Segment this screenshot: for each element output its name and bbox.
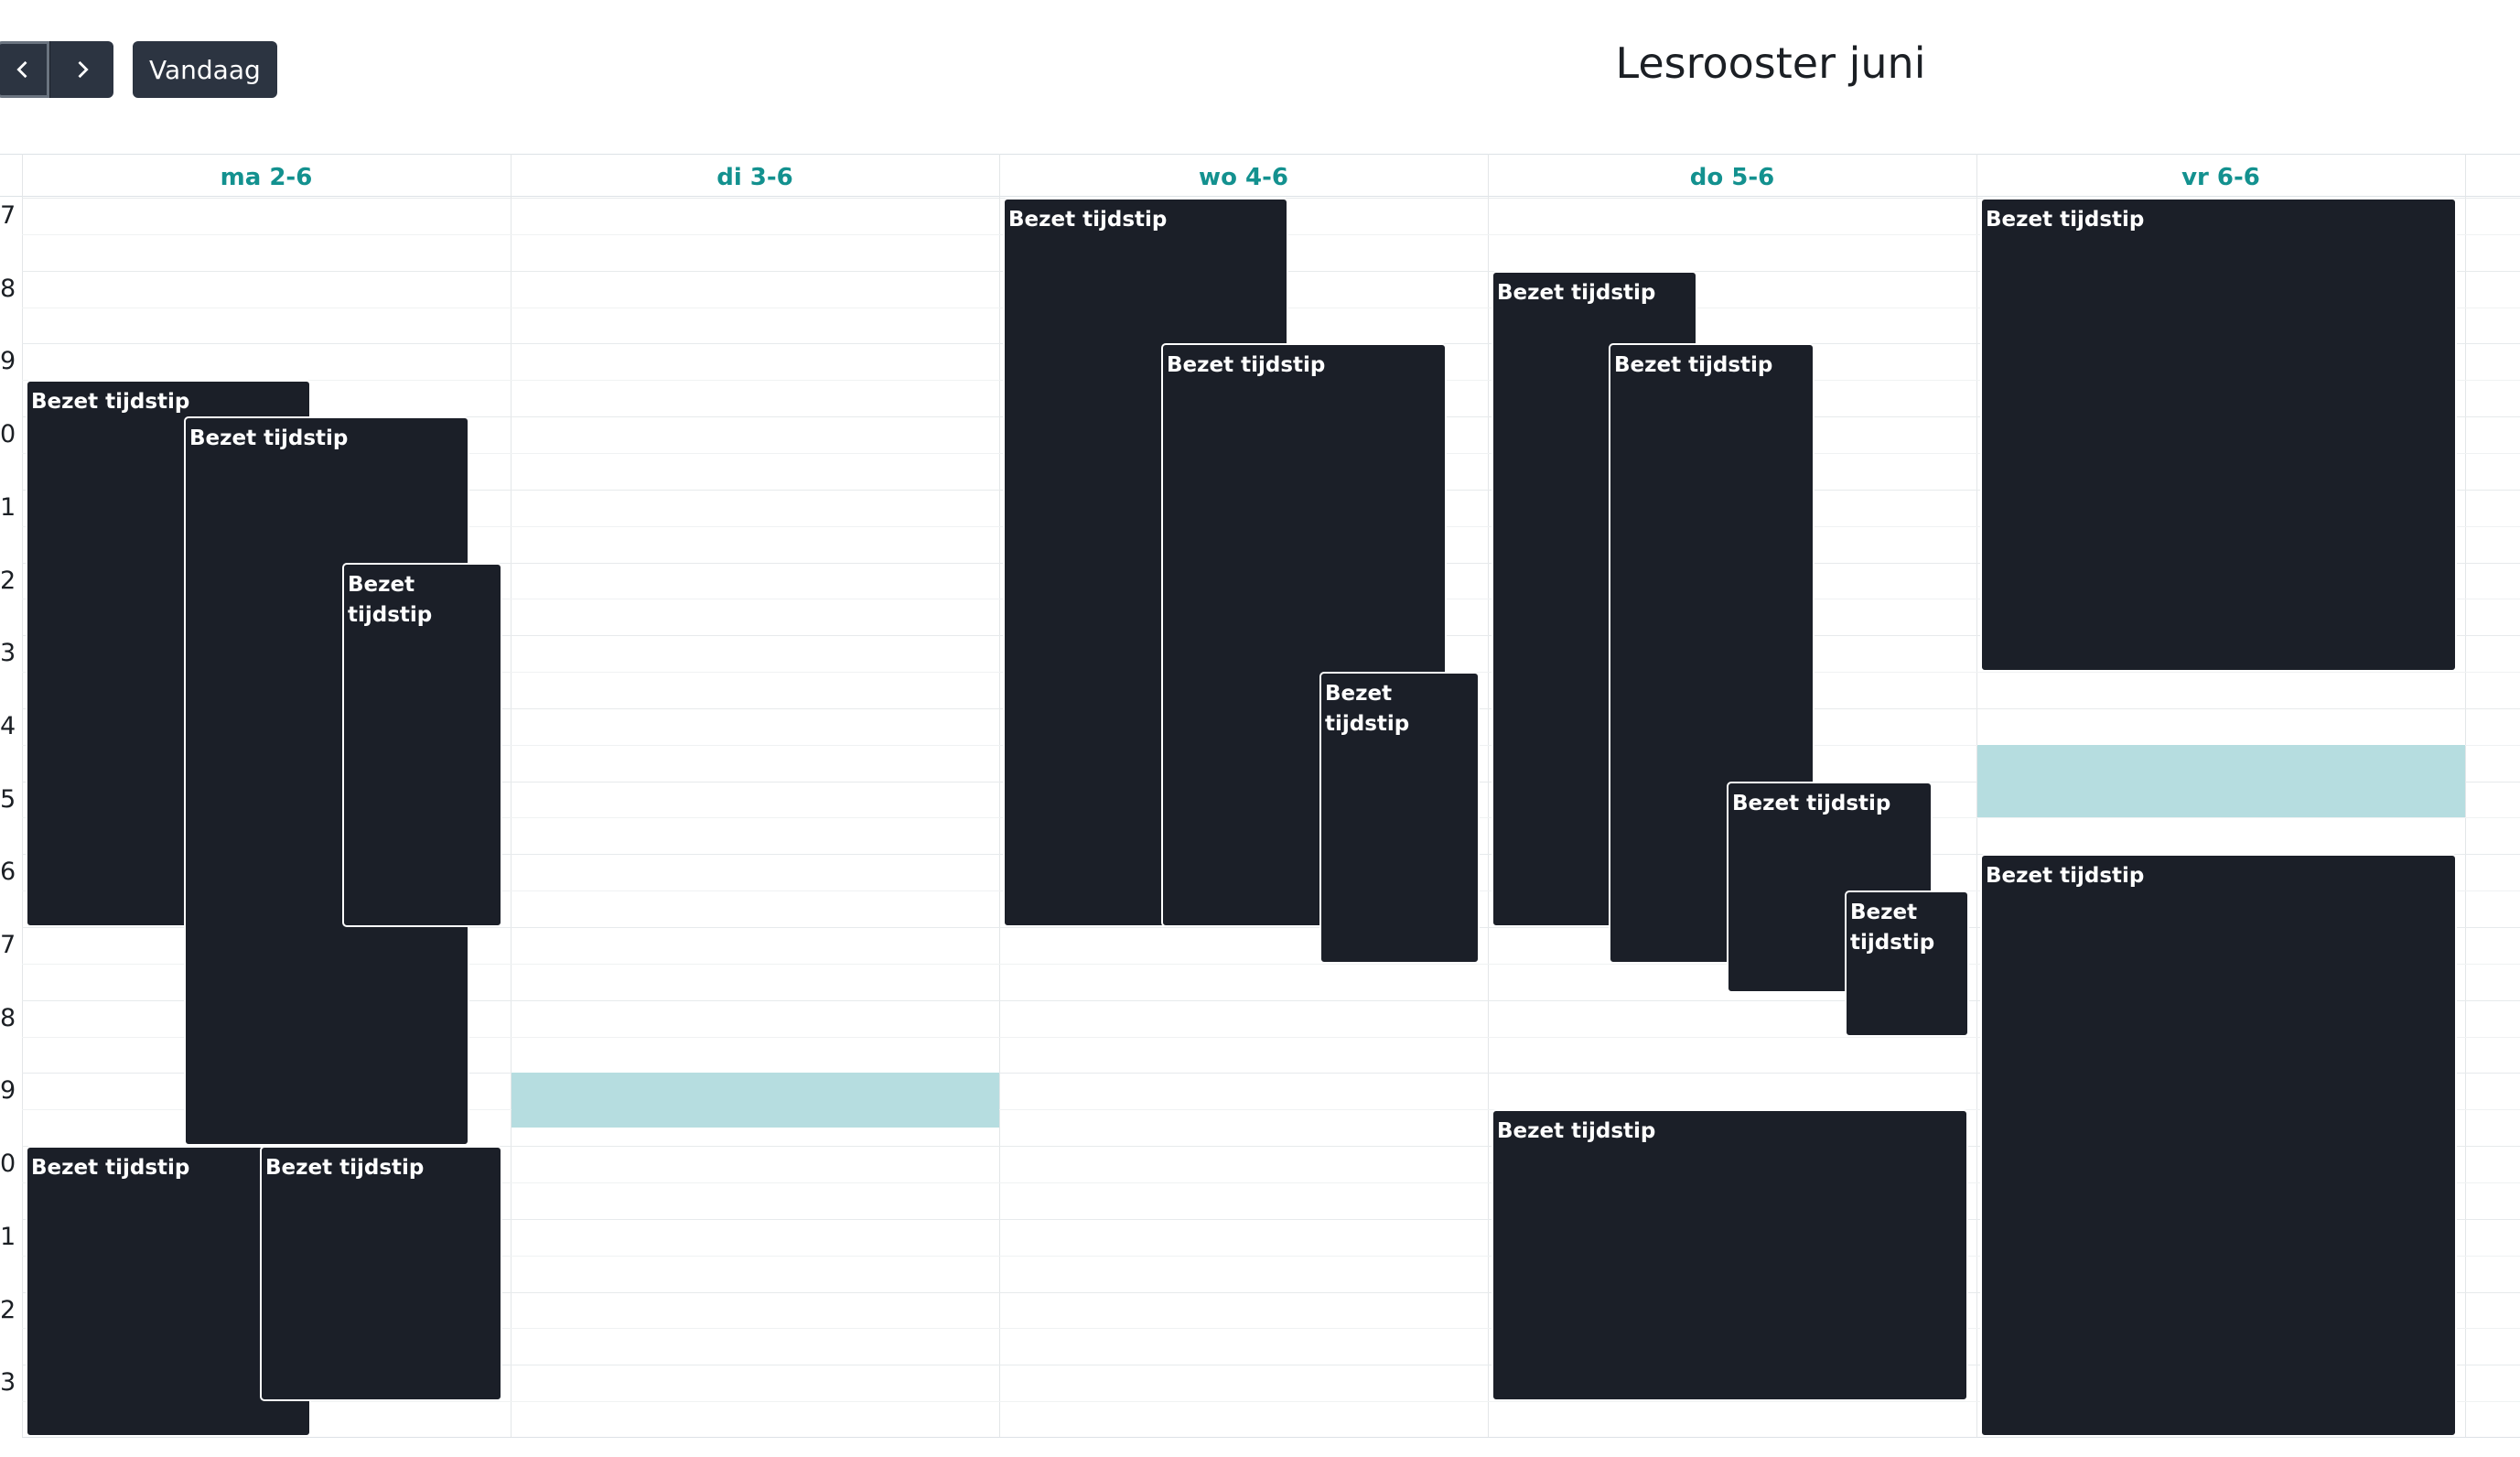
hour-label: 7 — [0, 201, 16, 230]
half-hour-line — [22, 1109, 2520, 1111]
busy-event[interactable]: Bezet tijdstip — [342, 562, 502, 927]
busy-event-label: Bezet tijdstip — [1497, 280, 1656, 305]
half-hour-line — [22, 1036, 2520, 1038]
busy-event[interactable]: Bezet tijdstip — [1492, 1109, 1968, 1402]
hour-line — [22, 1146, 2520, 1148]
hour-label: 2 — [0, 1295, 16, 1324]
busy-event-label: Bezet tijdstip — [189, 426, 349, 451]
grid-bottom-border — [22, 1437, 2520, 1438]
busy-event-label: Bezet tijdstip — [1008, 208, 1168, 232]
busy-event-label: Bezet tijdstip — [1986, 208, 2145, 232]
hour-label: 0 — [0, 420, 16, 449]
busy-event-label: Bezet tijdstip — [348, 572, 433, 627]
day-column-divider — [511, 154, 512, 1437]
day-header[interactable]: wo 4-6 — [1199, 164, 1288, 191]
hour-label: 4 — [0, 711, 16, 740]
busy-event[interactable]: Bezet tijdstip — [1727, 781, 1933, 993]
hour-line — [22, 1291, 2520, 1293]
hour-label: 0 — [0, 1149, 16, 1179]
busy-event-label: Bezet tijdstip — [265, 1156, 425, 1181]
page-title: Lesrooster juni — [1615, 38, 1926, 88]
day-column-divider — [1976, 154, 1977, 1437]
today-button[interactable]: Vandaag — [133, 41, 277, 98]
day-header[interactable]: vr 6-6 — [2181, 164, 2260, 191]
day-column-divider — [22, 154, 23, 1437]
busy-event[interactable]: Bezet tijdstip — [1980, 854, 2457, 1437]
busy-event-label: Bezet tijdstip — [1167, 353, 1326, 378]
half-hour-line — [22, 1182, 2520, 1183]
busy-event-label: Bezet tijdstip — [1986, 864, 2145, 889]
previous-button[interactable] — [0, 41, 49, 98]
hour-label: 5 — [0, 784, 16, 814]
busy-event[interactable]: Bezet tijdstip — [1319, 672, 1480, 964]
available-slot[interactable] — [512, 1073, 999, 1128]
busy-event-label: Bezet tijdstip — [31, 390, 190, 415]
hour-label: 9 — [0, 1076, 16, 1106]
day-header[interactable]: ma 2-6 — [220, 164, 313, 191]
nav-button-group — [0, 41, 113, 98]
busy-event[interactable]: Bezet tijdstip — [1980, 198, 2457, 673]
half-hour-line — [22, 963, 2520, 965]
hour-label: 7 — [0, 931, 16, 959]
busy-event-label: Bezet tijdstip — [1732, 791, 1891, 815]
half-hour-line — [22, 1401, 2520, 1403]
calendar-toolbar: Vandaag Lesrooster juni — [0, 0, 2520, 146]
day-header[interactable]: do 5-6 — [1689, 164, 1775, 191]
busy-event-label: Bezet tijdstip — [1614, 353, 1773, 378]
busy-event[interactable]: Bezet tijdstip — [1845, 890, 1969, 1037]
week-grid: ma 2-6 di 3-6 wo 4-6 do 5-6 vr 6-6 7 8 9 0 1 2 3 4 5… — [0, 154, 2520, 1438]
hour-line — [22, 927, 2520, 928]
chevron-left-icon — [16, 60, 27, 79]
busy-event-label: Bezet tijdstip — [1325, 682, 1410, 737]
half-hour-line — [22, 1328, 2520, 1330]
available-slot[interactable] — [1977, 744, 2465, 818]
chevron-right-icon — [78, 60, 89, 79]
hour-label: 9 — [0, 347, 16, 376]
busy-event-label: Bezet tijdstip — [1497, 1119, 1656, 1144]
busy-event[interactable]: Bezet tijdstip — [260, 1146, 502, 1402]
hour-label: 3 — [0, 639, 16, 668]
hour-label: 3 — [0, 1368, 16, 1398]
hour-label: 8 — [0, 274, 16, 303]
day-header[interactable]: di 3-6 — [716, 164, 793, 191]
hour-line — [22, 1218, 2520, 1220]
day-column-divider — [2465, 154, 2466, 1437]
half-hour-line — [22, 1255, 2520, 1257]
hour-line — [22, 1073, 2520, 1074]
busy-event-label: Bezet tijdstip — [1850, 901, 1935, 955]
hour-label: 2 — [0, 566, 16, 595]
hour-line — [22, 999, 2520, 1001]
hour-label: 1 — [0, 492, 16, 522]
day-column-divider — [1488, 154, 1489, 1437]
hour-label: 8 — [0, 1003, 16, 1032]
hour-label: 1 — [0, 1222, 16, 1251]
day-header-row: ma 2-6 di 3-6 wo 4-6 do 5-6 vr 6-6 — [0, 154, 2520, 197]
busy-event-label: Bezet tijdstip — [31, 1156, 190, 1181]
hour-label: 6 — [0, 858, 16, 887]
day-column-divider — [999, 154, 1000, 1437]
next-button[interactable] — [49, 41, 113, 98]
